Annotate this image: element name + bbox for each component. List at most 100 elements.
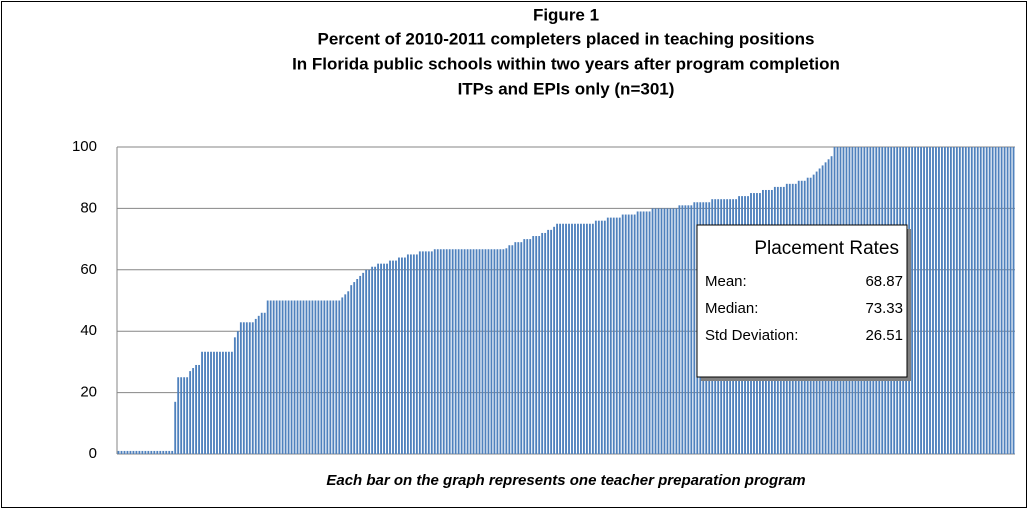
- bar: [236, 331, 239, 454]
- bar: [353, 282, 356, 454]
- bar: [153, 450, 156, 454]
- bar: [383, 263, 385, 454]
- bar: [636, 211, 639, 454]
- bar: [976, 147, 979, 454]
- bar: [144, 450, 147, 454]
- bar: [257, 315, 260, 454]
- bar: [979, 147, 982, 454]
- bar: [368, 269, 371, 454]
- bar: [242, 322, 245, 454]
- bar: [949, 147, 952, 454]
- chart-title: In Florida public schools within two yea…: [292, 54, 840, 73]
- bar: [120, 450, 123, 454]
- bar: [562, 223, 564, 454]
- bar: [583, 223, 585, 454]
- bar: [210, 351, 212, 454]
- bar: [284, 300, 287, 454]
- bar: [672, 208, 675, 454]
- chart-title: Figure 1: [533, 5, 599, 24]
- bar: [985, 147, 988, 454]
- bar: [189, 371, 192, 454]
- bar: [660, 208, 663, 454]
- bar: [198, 364, 200, 454]
- bar: [448, 249, 451, 454]
- bar: [162, 450, 165, 454]
- bar: [269, 300, 272, 454]
- y-tick-label: 80: [80, 199, 97, 216]
- bar: [356, 279, 359, 454]
- bar: [281, 300, 284, 454]
- bar: [630, 214, 633, 454]
- bar: [323, 300, 326, 454]
- annotation-value: 73.33: [865, 300, 903, 317]
- bar: [508, 245, 511, 454]
- bar: [168, 450, 171, 454]
- bar: [287, 300, 290, 454]
- bar: [359, 275, 362, 454]
- y-tick-label: 40: [80, 322, 97, 339]
- bar: [559, 223, 561, 454]
- bar: [272, 300, 275, 454]
- bar: [645, 211, 648, 454]
- bar: [395, 260, 397, 454]
- bar: [550, 229, 553, 454]
- bar: [654, 208, 657, 454]
- bar: [606, 217, 609, 454]
- bar: [245, 322, 248, 454]
- bar: [475, 249, 478, 454]
- bar: [135, 450, 138, 454]
- bar: [141, 450, 144, 454]
- bar: [374, 266, 377, 454]
- bar: [967, 147, 970, 454]
- annotation-title: Placement Rates: [754, 238, 899, 259]
- bar: [371, 266, 374, 454]
- bar: [326, 300, 329, 454]
- bar: [684, 205, 687, 454]
- bar: [195, 364, 198, 454]
- annotation-value: 26.51: [865, 327, 903, 344]
- bar: [1009, 147, 1012, 454]
- bar: [239, 322, 242, 454]
- bar: [392, 260, 394, 454]
- bar: [627, 214, 630, 454]
- bar: [180, 377, 183, 454]
- chart-title: ITPs and EPIs only (n=301): [458, 79, 675, 98]
- bar: [129, 450, 132, 454]
- bar: [484, 249, 487, 454]
- bar: [171, 450, 174, 454]
- bar: [553, 226, 556, 454]
- bar: [565, 223, 567, 454]
- bar: [529, 239, 532, 454]
- bar: [204, 351, 206, 454]
- bar: [123, 450, 126, 454]
- bar: [302, 300, 305, 454]
- bar: [535, 236, 538, 454]
- bar: [547, 229, 550, 454]
- bar: [994, 147, 997, 454]
- bar: [389, 260, 391, 454]
- y-tick-label: 60: [80, 261, 97, 278]
- bar: [920, 147, 922, 454]
- bar: [574, 223, 576, 454]
- bar: [571, 223, 573, 454]
- bar: [648, 211, 651, 454]
- bar: [317, 300, 320, 454]
- bar: [192, 368, 195, 454]
- bar: [463, 249, 466, 454]
- bar: [639, 211, 642, 454]
- bar: [678, 205, 681, 454]
- bar: [594, 220, 597, 454]
- bar: [213, 351, 215, 454]
- bar: [165, 450, 168, 454]
- bar: [251, 322, 254, 454]
- bar: [308, 300, 311, 454]
- bar: [222, 351, 224, 454]
- bar: [138, 450, 141, 454]
- bar: [544, 232, 547, 454]
- bar: [469, 249, 472, 454]
- bar: [412, 254, 415, 454]
- bar: [436, 249, 439, 454]
- bar: [227, 351, 230, 454]
- bar: [460, 249, 463, 454]
- bar: [347, 291, 350, 454]
